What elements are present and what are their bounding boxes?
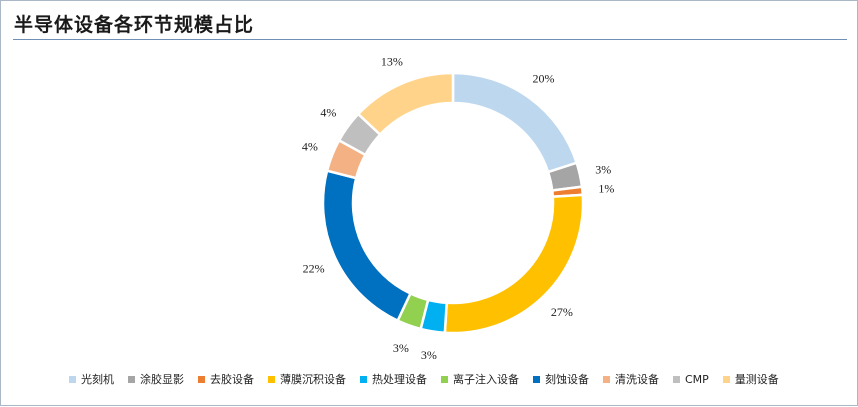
data-label-1: 20% — [533, 71, 555, 85]
donut-labels: 20% 3% 1% 27% 3% 3% 22% 4% 4% 13% — [302, 55, 615, 362]
data-label-10: 13% — [381, 55, 403, 69]
legend-swatch — [603, 375, 610, 383]
data-label-7: 22% — [303, 262, 325, 276]
legend-swatch — [441, 375, 448, 383]
legend-item-10: 量测设备 — [722, 371, 779, 387]
legend-swatch — [533, 375, 540, 383]
chart-legend: 光刻机 涂胶显影 去胶设备 薄膜沉积设备 热处理设备 离子注入设备 刻蚀设备 清洗设备 CMP 量… — [69, 371, 793, 387]
chart-title: 半导体设备各环节规模占比 — [14, 14, 255, 36]
legend-swatch — [198, 375, 205, 383]
slice-7 — [321, 169, 413, 323]
legend-label: 光刻机 — [81, 373, 114, 386]
data-label-4: 27% — [551, 305, 573, 319]
legend-label: CMP — [685, 372, 709, 386]
legend-item-9: CMP — [673, 373, 709, 386]
data-label-3: 1% — [598, 182, 614, 196]
legend-item-1: 光刻机 — [69, 371, 114, 387]
legend-label: 清洗设备 — [615, 373, 659, 386]
legend-swatch — [268, 375, 275, 383]
title-divider — [13, 39, 847, 40]
data-label-2: 3% — [595, 162, 611, 176]
legend-item-5: 热处理设备 — [360, 371, 427, 387]
legend-swatch — [69, 375, 76, 383]
data-label-6: 3% — [393, 341, 409, 355]
slice-1 — [451, 71, 579, 174]
legend-item-7: 刻蚀设备 — [533, 371, 589, 387]
legend-item-3: 去胶设备 — [198, 371, 254, 387]
data-label-8: 4% — [302, 139, 318, 153]
legend-label: 薄膜沉积设备 — [280, 373, 346, 386]
legend-label: 离子注入设备 — [453, 373, 519, 386]
legend-swatch — [128, 375, 135, 383]
data-label-9: 4% — [320, 105, 336, 119]
slice-10 — [356, 71, 455, 137]
legend-label: 去胶设备 — [210, 373, 254, 386]
legend-swatch — [673, 375, 680, 383]
legend-item-2: 涂胶显影 — [128, 371, 184, 387]
legend-swatch — [360, 375, 367, 383]
legend-item-6: 离子注入设备 — [441, 371, 519, 387]
legend-label: 涂胶显影 — [140, 373, 184, 386]
legend-item-4: 薄膜沉积设备 — [268, 371, 346, 387]
legend-item-8: 清洗设备 — [603, 371, 659, 387]
data-label-5: 3% — [421, 348, 437, 362]
legend-label: 量测设备 — [734, 373, 779, 386]
donut-slices — [321, 71, 585, 335]
legend-label: 刻蚀设备 — [545, 373, 589, 386]
legend-swatch — [722, 375, 730, 383]
legend-label: 热处理设备 — [372, 373, 427, 386]
